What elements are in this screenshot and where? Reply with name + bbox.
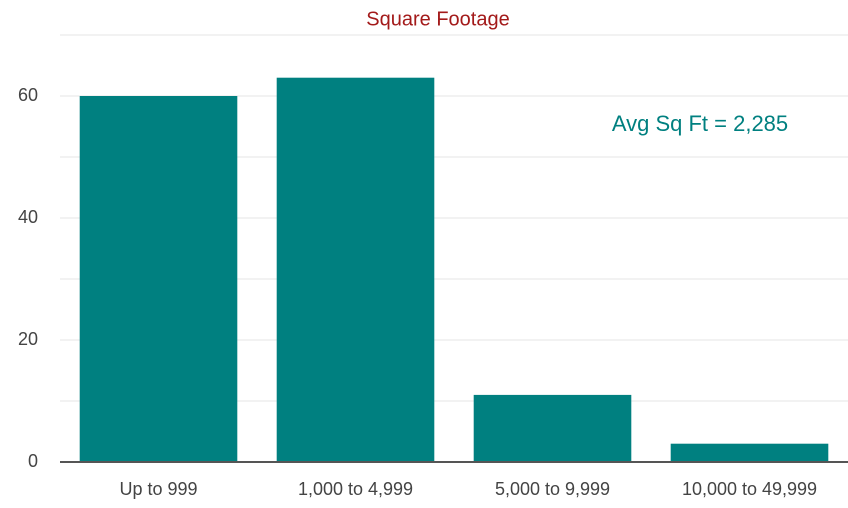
bar xyxy=(79,96,238,462)
bar xyxy=(473,394,632,462)
bar xyxy=(276,77,435,462)
x-tick-label: 1,000 to 4,999 xyxy=(298,479,413,499)
x-tick-label: 5,000 to 9,999 xyxy=(495,479,610,499)
x-tick-label: 10,000 to 49,999 xyxy=(682,479,817,499)
annotation: Avg Sq Ft = 2,285 xyxy=(612,111,788,136)
y-tick-label: 60 xyxy=(18,85,38,105)
y-tick-label: 20 xyxy=(18,329,38,349)
y-tick-label: 40 xyxy=(18,207,38,227)
x-tick-label: Up to 999 xyxy=(119,479,197,499)
chart-title: Square Footage xyxy=(366,8,509,30)
y-tick-label: 0 xyxy=(28,451,38,471)
bar xyxy=(670,443,829,462)
